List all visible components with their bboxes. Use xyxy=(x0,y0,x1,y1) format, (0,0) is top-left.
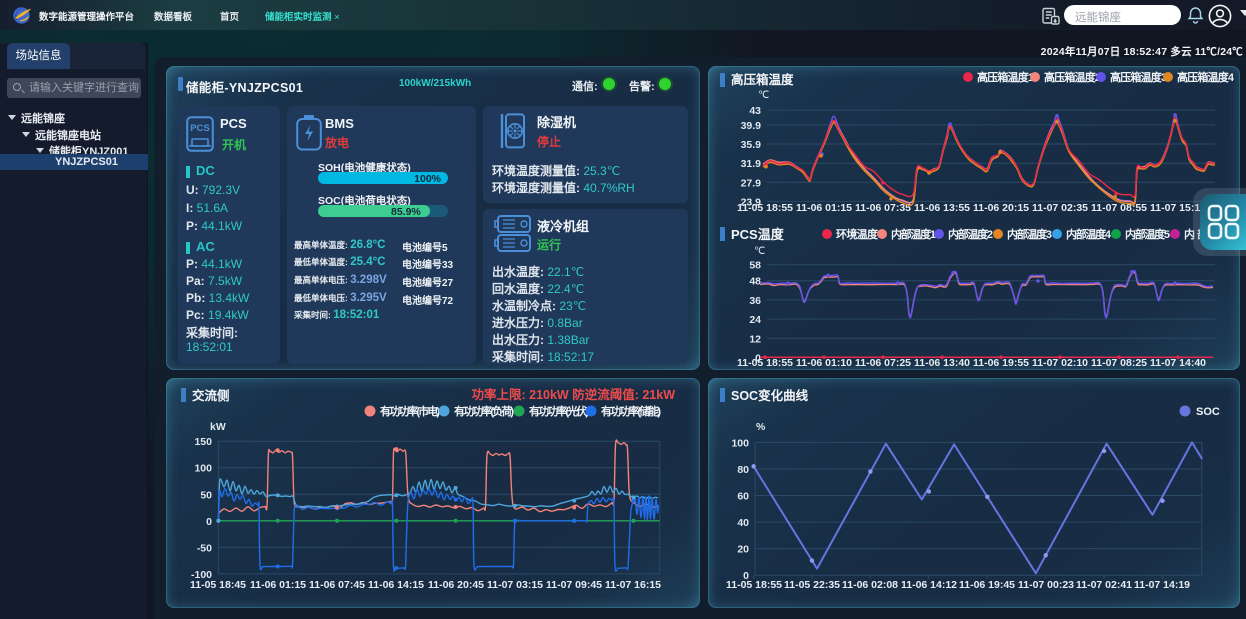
svg-text:58: 58 xyxy=(749,260,761,272)
svg-text:11-07 08:25: 11-07 08:25 xyxy=(1091,357,1147,369)
svg-text:39.9: 39.9 xyxy=(741,120,762,132)
svg-text:kW: kW xyxy=(210,421,226,433)
svg-text:11-05 18:55: 11-05 18:55 xyxy=(737,202,793,214)
svg-text:内部温度5: 内部温度5 xyxy=(1125,227,1170,241)
svg-text:11-06 01:15: 11-06 01:15 xyxy=(250,579,306,591)
svg-text:0: 0 xyxy=(206,516,212,528)
svg-text:高压箱温度3: 高压箱温度3 xyxy=(1110,70,1167,84)
svg-text:-100: -100 xyxy=(191,569,212,581)
svg-text:内部温度1: 内部温度1 xyxy=(891,227,936,241)
svg-text:43: 43 xyxy=(749,105,761,117)
svg-text:内部温度3: 内部温度3 xyxy=(1007,227,1052,241)
svg-text:40: 40 xyxy=(737,517,749,529)
svg-text:功率上限: 210kW 防逆流阈值: 21kW: 功率上限: 210kW 防逆流阈值: 21kW xyxy=(471,387,675,402)
svg-text:35.9: 35.9 xyxy=(741,139,762,151)
svg-text:11-05 18:55: 11-05 18:55 xyxy=(726,579,782,591)
svg-text:高压箱温度4: 高压箱温度4 xyxy=(1177,70,1235,84)
svg-text:有功功率(光伏): 有功功率(光伏) xyxy=(529,404,589,418)
svg-text:11-06 19:45: 11-06 19:45 xyxy=(959,579,1015,591)
svg-text:PCS: PCS xyxy=(190,123,210,134)
svg-text:11-07 02:41: 11-07 02:41 xyxy=(1076,579,1132,591)
svg-text:11-06 01:15: 11-06 01:15 xyxy=(796,202,852,214)
svg-text:11-07 00:23: 11-07 00:23 xyxy=(1018,579,1074,591)
svg-text:11-07 03:15: 11-07 03:15 xyxy=(487,579,543,591)
svg-text:11-07 02:10: 11-07 02:10 xyxy=(1032,357,1088,369)
svg-text:内部温度4: 内部温度4 xyxy=(1066,227,1112,241)
svg-text:11-06 13:55: 11-06 13:55 xyxy=(914,202,970,214)
svg-text:有功功率(负荷): 有功功率(负荷) xyxy=(454,404,514,418)
svg-text:12: 12 xyxy=(749,333,761,345)
svg-text:%: % xyxy=(756,421,766,433)
svg-text:50: 50 xyxy=(200,489,212,501)
svg-text:11-06 07:35: 11-06 07:35 xyxy=(855,202,911,214)
svg-text:24: 24 xyxy=(749,314,761,326)
svg-text:31.9: 31.9 xyxy=(741,158,762,170)
svg-text:11-06 14:15: 11-06 14:15 xyxy=(368,579,424,591)
svg-text:80: 80 xyxy=(737,464,749,476)
svg-text:有功功率(市电): 有功功率(市电) xyxy=(380,404,440,418)
svg-text:150: 150 xyxy=(194,436,212,448)
svg-text:11-06 01:10: 11-06 01:10 xyxy=(796,357,852,369)
svg-text:11-06 07:25: 11-06 07:25 xyxy=(855,357,911,369)
svg-text:高压箱温度1: 高压箱温度1 xyxy=(977,70,1034,84)
svg-text:11-06 20:45: 11-06 20:45 xyxy=(428,579,484,591)
svg-text:内部温度2: 内部温度2 xyxy=(948,227,993,241)
svg-text:-50: -50 xyxy=(197,542,212,554)
svg-text:11-07 02:35: 11-07 02:35 xyxy=(1032,202,1088,214)
svg-text:36: 36 xyxy=(749,295,761,307)
svg-text:11-06 14:12: 11-06 14:12 xyxy=(901,579,957,591)
svg-text:20: 20 xyxy=(737,544,749,556)
svg-text:℃: ℃ xyxy=(758,90,769,101)
svg-text:环境温度: 环境温度 xyxy=(836,227,879,241)
svg-text:27.9: 27.9 xyxy=(741,177,762,189)
svg-text:有功功率(储能): 有功功率(储能) xyxy=(601,404,661,418)
svg-text:48: 48 xyxy=(749,276,761,288)
svg-text:11-05 18:55: 11-05 18:55 xyxy=(737,357,793,369)
svg-text:11-07 09:45: 11-07 09:45 xyxy=(546,579,602,591)
svg-text:100: 100 xyxy=(194,463,212,475)
svg-text:11-07 14:40: 11-07 14:40 xyxy=(1150,357,1206,369)
svg-text:交流侧: 交流侧 xyxy=(192,388,230,403)
svg-text:11-07 16:15: 11-07 16:15 xyxy=(605,579,661,591)
svg-text:11-06 19:55: 11-06 19:55 xyxy=(973,357,1029,369)
svg-text:高压箱温度: 高压箱温度 xyxy=(731,72,794,87)
svg-text:高压箱温度2: 高压箱温度2 xyxy=(1044,70,1101,84)
svg-text:11-05 22:35: 11-05 22:35 xyxy=(784,579,840,591)
svg-text:23.9: 23.9 xyxy=(741,196,762,208)
svg-text:℃: ℃ xyxy=(754,246,765,257)
svg-text:11-05 18:45: 11-05 18:45 xyxy=(190,579,246,591)
svg-text:11-07 15:15: 11-07 15:15 xyxy=(1150,202,1206,214)
svg-text:11-07 08:55: 11-07 08:55 xyxy=(1091,202,1147,214)
svg-text:11-06 13:40: 11-06 13:40 xyxy=(914,357,970,369)
svg-text:11-06 02:08: 11-06 02:08 xyxy=(842,579,898,591)
svg-text:SOC变化曲线: SOC变化曲线 xyxy=(731,388,809,403)
svg-text:11-06 20:15: 11-06 20:15 xyxy=(973,202,1029,214)
svg-text:0: 0 xyxy=(743,570,749,582)
svg-text:0: 0 xyxy=(755,353,761,365)
svg-text:60: 60 xyxy=(737,491,749,503)
svg-text:11-06 07:45: 11-06 07:45 xyxy=(309,579,365,591)
svg-text:SOC: SOC xyxy=(1196,406,1220,418)
svg-text:11-07 14:19: 11-07 14:19 xyxy=(1134,579,1190,591)
svg-text:PCS温度: PCS温度 xyxy=(731,227,785,242)
svg-text:100: 100 xyxy=(731,437,749,449)
